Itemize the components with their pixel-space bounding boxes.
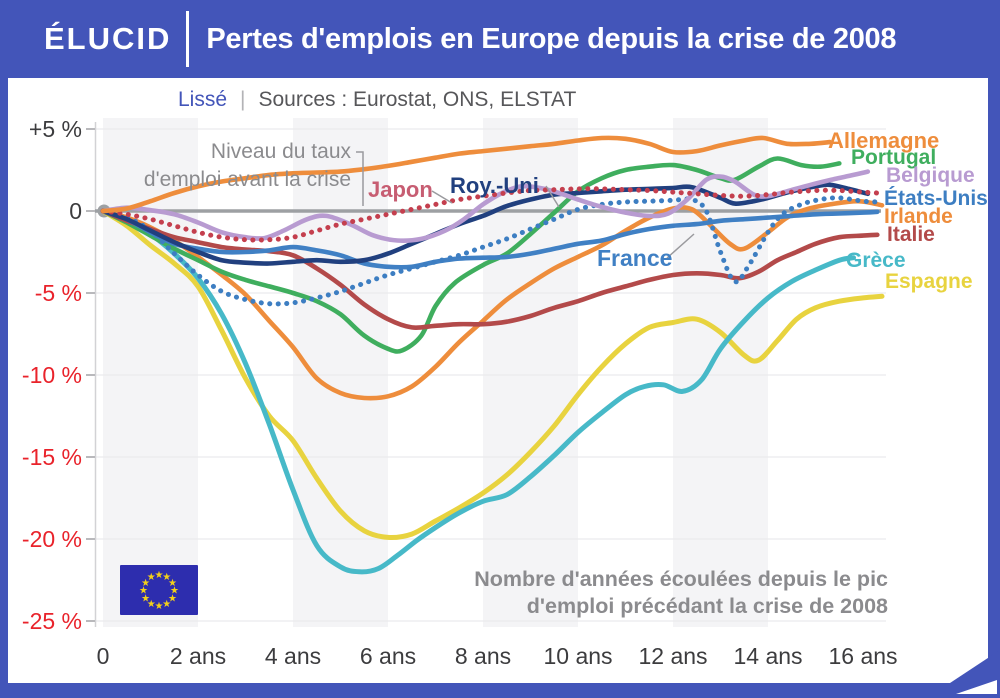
- smoothing-label: Lissé: [178, 88, 228, 111]
- zero-line-annotation: Niveau du taux: [211, 140, 352, 163]
- eu-flag: [120, 565, 198, 615]
- series-label-france: France: [597, 245, 672, 271]
- page-title: Pertes d'emplois en Europe depuis la cri…: [206, 22, 897, 55]
- series-line-italie: [100, 208, 880, 330]
- eu-flag-star-icon: ★: [168, 593, 177, 604]
- series-line-roy-uni: [100, 182, 871, 266]
- x-tick-label: 12 ans: [638, 643, 707, 669]
- header-bar: ÉLUCID Pertes d'emplois en Europe depuis…: [0, 0, 1000, 78]
- y-tick-label: -5 %: [35, 280, 82, 306]
- eu-flag-star-icon: ★: [141, 578, 150, 589]
- series-label-roy-uni: Roy.-Uni: [450, 173, 539, 198]
- x-tick-label: 2 ans: [170, 643, 226, 669]
- y-tick-label: 0: [69, 198, 82, 224]
- y-tick-label: -10 %: [22, 362, 82, 388]
- x-tick-label: 14 ans: [733, 643, 802, 669]
- y-tick-label: +5 %: [29, 116, 82, 142]
- eu-flag-star-icon: ★: [139, 586, 148, 597]
- frame-right: [988, 78, 1000, 698]
- footer-bar: www.elucid.media: [0, 683, 1000, 698]
- eu-flag-star-icon: ★: [162, 599, 171, 610]
- series-label-irlande: Irlande: [884, 205, 953, 228]
- annotation-connector: [356, 151, 364, 206]
- eu-flag-star-icon: ★: [162, 572, 171, 583]
- series-label-espagne: Espagne: [885, 270, 973, 293]
- x-axis-annotation: Nombre d'années écoulées depuis le pic: [474, 567, 888, 591]
- x-tick-label: 0: [97, 643, 110, 669]
- eu-flag-star-icon: ★: [141, 593, 150, 604]
- series-line-belgique: [100, 169, 871, 244]
- series-label-italie: Italie: [887, 223, 935, 246]
- eu-flag-star-icon: ★: [155, 601, 164, 612]
- eu-flag-star-icon: ★: [147, 599, 156, 610]
- y-tick-label: -15 %: [22, 444, 82, 470]
- eu-flag-star-icon: ★: [170, 586, 179, 597]
- series-label-japon: Japon: [368, 177, 433, 202]
- x-tick-label: 10 ans: [543, 643, 612, 669]
- series-line-portugal: [100, 156, 842, 354]
- series-line--tats-unis: [100, 195, 880, 307]
- series-label-gr-ce: Grèce: [846, 249, 906, 272]
- series-label-allemagne: Allemagne: [828, 128, 939, 153]
- chart-subtitle: Lissé | Sources : Eurostat, ONS, ELSTAT: [178, 88, 576, 112]
- series-line-france: [100, 208, 880, 270]
- frame-left: [0, 78, 8, 698]
- plot-band: [483, 118, 578, 627]
- label-connector: [545, 185, 560, 208]
- y-tick-label: -20 %: [22, 526, 82, 552]
- x-axis-annotation: d'emploi précédant la crise de 2008: [527, 594, 888, 618]
- plot-band: [103, 118, 198, 627]
- sources-label: Sources : Eurostat, ONS, ELSTAT: [258, 88, 577, 111]
- series-line-allemagne: [100, 135, 833, 214]
- label-connector: [431, 190, 453, 204]
- header-separator: [186, 11, 190, 67]
- eu-flag-star-icon: ★: [155, 570, 164, 581]
- zero-line-annotation: d'emploi avant la crise: [144, 168, 351, 191]
- series-label-portugal: Portugal: [851, 146, 936, 169]
- series-line-gr-ce: [100, 208, 856, 575]
- elucid-logo: ÉLUCID: [44, 21, 172, 56]
- plot-band: [673, 118, 768, 627]
- x-tick-label: 6 ans: [360, 643, 416, 669]
- eu-flag-star-icon: ★: [168, 578, 177, 589]
- label-connector: [666, 233, 695, 259]
- subtitle-separator: |: [240, 88, 246, 111]
- series-line-espagne: [100, 208, 885, 541]
- x-tick-label: 4 ans: [265, 643, 321, 669]
- series-line-irlande: [100, 198, 885, 401]
- x-tick-label: 16 ans: [828, 643, 897, 669]
- plot-band: [293, 118, 388, 627]
- origin-dot: [97, 204, 111, 218]
- y-tick-label: -25 %: [22, 608, 82, 634]
- series-line-japon: [100, 186, 880, 243]
- x-tick-label: 8 ans: [455, 643, 511, 669]
- series-label--tats-unis: États-Unis: [884, 187, 988, 210]
- eu-flag-star-icon: ★: [147, 572, 156, 583]
- series-label-belgique: Belgique: [886, 164, 975, 187]
